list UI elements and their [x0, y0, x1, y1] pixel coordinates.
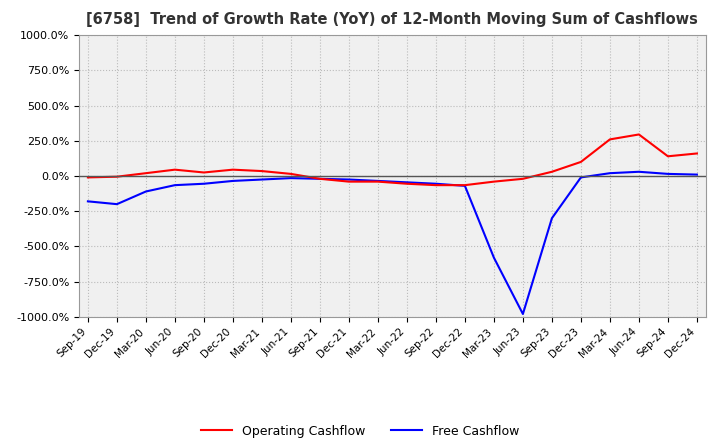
Operating Cashflow	[315, 176, 324, 181]
Free Cashflow	[606, 171, 614, 176]
Free Cashflow	[228, 178, 237, 183]
Free Cashflow	[171, 183, 179, 188]
Free Cashflow	[577, 175, 585, 180]
Operating Cashflow	[402, 181, 411, 187]
Operating Cashflow	[374, 179, 382, 184]
Operating Cashflow	[345, 179, 354, 184]
Free Cashflow	[664, 171, 672, 176]
Line: Free Cashflow: Free Cashflow	[88, 172, 697, 314]
Operating Cashflow	[693, 151, 701, 156]
Free Cashflow	[374, 178, 382, 183]
Free Cashflow	[548, 216, 557, 221]
Operating Cashflow	[287, 171, 295, 176]
Legend: Operating Cashflow, Free Cashflow: Operating Cashflow, Free Cashflow	[196, 420, 524, 440]
Operating Cashflow	[548, 169, 557, 174]
Operating Cashflow	[664, 154, 672, 159]
Operating Cashflow	[228, 167, 237, 172]
Operating Cashflow	[84, 175, 92, 180]
Operating Cashflow	[258, 169, 266, 174]
Free Cashflow	[287, 176, 295, 181]
Operating Cashflow	[461, 183, 469, 188]
Free Cashflow	[693, 172, 701, 177]
Free Cashflow	[199, 181, 208, 187]
Operating Cashflow	[518, 176, 527, 181]
Free Cashflow	[431, 181, 440, 187]
Line: Operating Cashflow: Operating Cashflow	[88, 135, 697, 185]
Free Cashflow	[112, 202, 121, 207]
Operating Cashflow	[490, 179, 498, 184]
Free Cashflow	[315, 176, 324, 181]
Free Cashflow	[142, 189, 150, 194]
Free Cashflow	[490, 255, 498, 260]
Operating Cashflow	[142, 171, 150, 176]
Free Cashflow	[402, 180, 411, 185]
Operating Cashflow	[634, 132, 643, 137]
Operating Cashflow	[606, 137, 614, 142]
Free Cashflow	[258, 177, 266, 182]
Free Cashflow	[84, 199, 92, 204]
Operating Cashflow	[199, 170, 208, 175]
Operating Cashflow	[112, 174, 121, 180]
Operating Cashflow	[577, 159, 585, 165]
Free Cashflow	[518, 312, 527, 317]
Operating Cashflow	[431, 183, 440, 188]
Free Cashflow	[345, 177, 354, 182]
Title: [6758]  Trend of Growth Rate (YoY) of 12-Month Moving Sum of Cashflows: [6758] Trend of Growth Rate (YoY) of 12-…	[86, 12, 698, 27]
Free Cashflow	[461, 183, 469, 188]
Free Cashflow	[634, 169, 643, 174]
Operating Cashflow	[171, 167, 179, 172]
